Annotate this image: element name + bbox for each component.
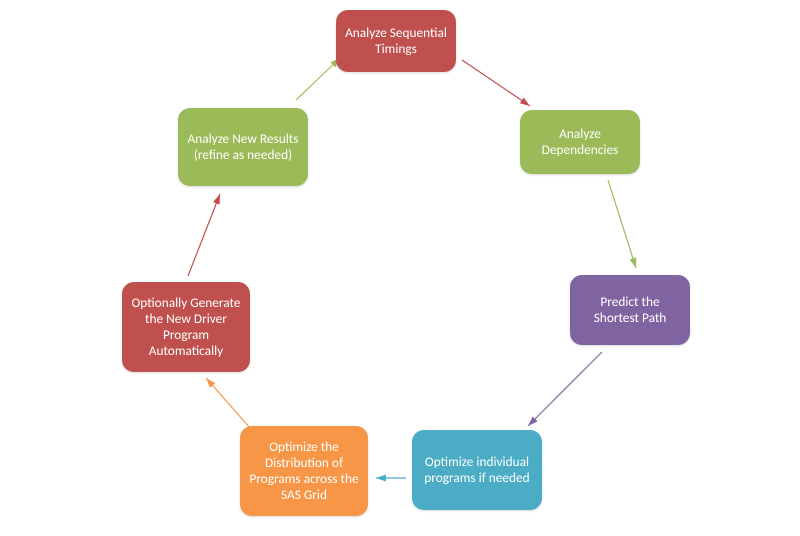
cycle-node-n6: Analyze New Results (refine as needed) (178, 108, 308, 186)
arrow (296, 58, 340, 100)
arrows-layer (0, 0, 800, 536)
cycle-node-n2: Predict the Shortest Path (570, 275, 690, 345)
cycle-node-label: Analyze Sequential Timings (344, 25, 448, 57)
cycle-node-n5: Optionally Generate the New Driver Progr… (122, 282, 250, 372)
cycle-node-label: Optionally Generate the New Driver Progr… (130, 295, 242, 359)
arrow (206, 378, 250, 428)
arrow (608, 180, 636, 268)
cycle-node-label: Analyze Dependencies (528, 126, 632, 158)
cycle-node-label: Predict the Shortest Path (578, 294, 682, 326)
cycle-node-n1: Analyze Dependencies (520, 110, 640, 174)
cycle-node-n4: Optimize the Distribution of Programs ac… (240, 426, 368, 516)
arrow (376, 475, 406, 482)
cycle-diagram: Analyze Sequential Timings Analyze Depend… (0, 0, 800, 536)
cycle-node-label: Optimize individual programs if needed (420, 454, 534, 486)
arrow (462, 60, 530, 106)
cycle-node-n3: Optimize individual programs if needed (412, 430, 542, 510)
arrow (528, 352, 602, 426)
cycle-node-label: Optimize the Distribution of Programs ac… (248, 439, 360, 503)
cycle-node-n0: Analyze Sequential Timings (336, 10, 456, 72)
arrow (188, 194, 220, 276)
cycle-node-label: Analyze New Results (refine as needed) (186, 131, 300, 163)
